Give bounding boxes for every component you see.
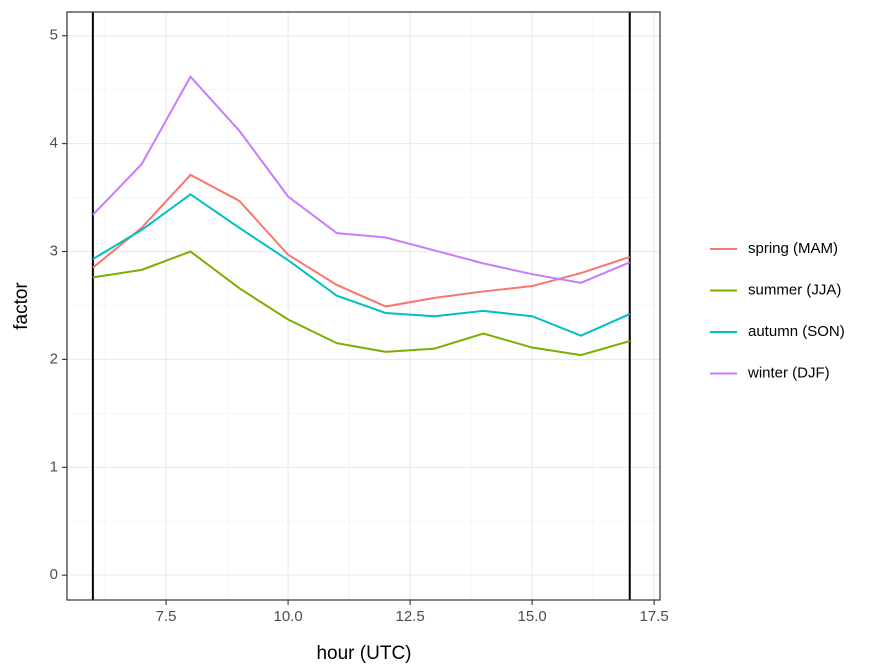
- series-line: [92, 250, 631, 357]
- y-tick-label: 4: [50, 135, 58, 152]
- y-tick-label: 1: [50, 458, 58, 475]
- y-axis-title: factor: [11, 282, 32, 330]
- series-line: [92, 193, 631, 337]
- panel-border: [66, 11, 661, 601]
- x-tick-label: 10.0: [273, 608, 302, 625]
- y-tick-label: 0: [50, 566, 58, 583]
- x-axis-title: hour (UTC): [316, 643, 411, 664]
- x-tick-label: 15.0: [518, 608, 547, 625]
- y-tick-label: 5: [50, 27, 58, 44]
- legend-label: spring (MAM): [748, 240, 838, 257]
- y-tick-label: 3: [50, 242, 58, 259]
- x-tick-label: 17.5: [640, 608, 669, 625]
- y-tick-label: 2: [50, 350, 58, 367]
- series-line: [92, 75, 631, 284]
- x-tick-label: 7.5: [156, 608, 177, 625]
- series-line: [92, 173, 631, 308]
- legend-label: winter (DJF): [747, 364, 830, 381]
- legend-label: autumn (SON): [748, 323, 845, 340]
- legend-label: summer (JJA): [748, 281, 841, 298]
- x-tick-label: 12.5: [396, 608, 425, 625]
